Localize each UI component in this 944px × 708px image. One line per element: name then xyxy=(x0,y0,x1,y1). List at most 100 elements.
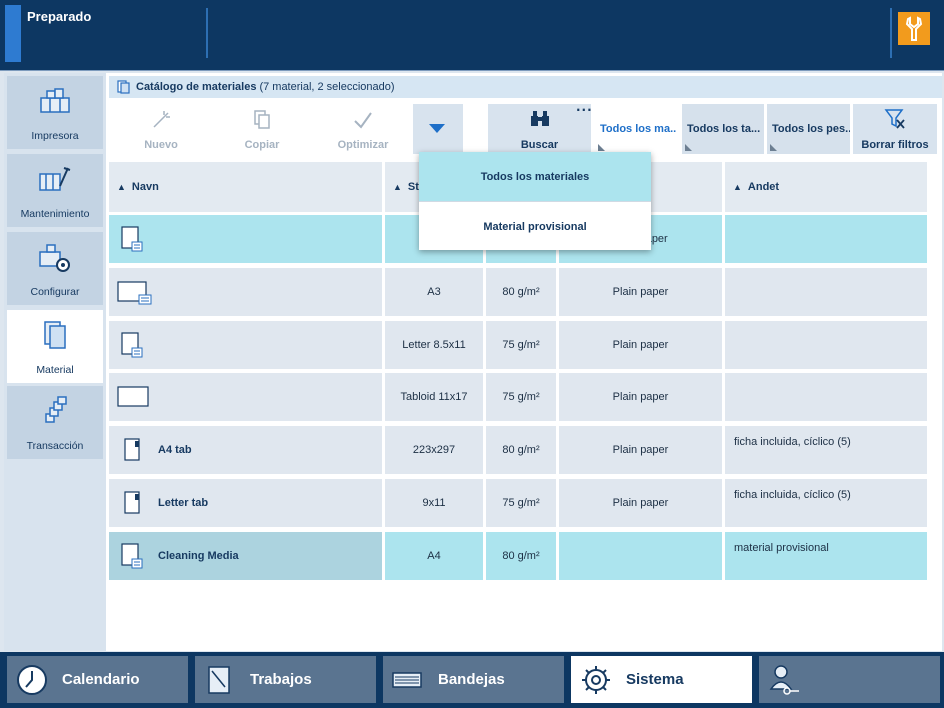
nav-trabajos[interactable]: Trabajos xyxy=(195,656,376,703)
other-cell: ficha incluida, cíclico (5) xyxy=(725,426,927,474)
copy-icon xyxy=(254,110,270,129)
printer-status-text: Preparado xyxy=(27,9,92,24)
material-icon xyxy=(44,321,66,349)
size-cell: A3 xyxy=(385,268,483,316)
chevron-down-icon xyxy=(429,124,445,133)
sidebar-item-mantenimiento[interactable]: Mantenimiento xyxy=(7,154,103,227)
other-cell xyxy=(725,373,927,421)
optimize-icon xyxy=(354,112,372,129)
sort-icon: ▲︎ xyxy=(117,182,126,192)
top-divider xyxy=(890,8,892,58)
material-count: (7 material, 2 seleccionado) xyxy=(259,81,395,93)
filter-tab-label: Todos los pes... xyxy=(772,123,850,135)
type-cell: Plain paper xyxy=(559,479,722,527)
dropdown-option-all-materials[interactable]: Todos los materiales xyxy=(419,152,651,201)
clear-filters-button[interactable]: Borrar filtros xyxy=(853,104,937,154)
optimize-button[interactable]: Optimizar xyxy=(311,103,415,155)
type-cell: Plain paper xyxy=(559,373,722,421)
weight-cell: 80 g/m² xyxy=(486,426,556,474)
name-cell: A4 tab xyxy=(109,426,382,474)
type-cell: Plain paper xyxy=(559,268,722,316)
size-cell: Letter 8.5x11 xyxy=(385,321,483,369)
type-cell: Plain paper xyxy=(559,426,722,474)
maintenance-icon xyxy=(39,167,71,191)
filter-tab-weights[interactable]: Todos los pes... xyxy=(767,104,850,154)
name-cell: Cleaning Media xyxy=(109,532,382,580)
nav-sistema[interactable]: Sistema xyxy=(571,656,752,703)
page-title: Catálogo de materiales xyxy=(136,81,257,93)
name-cell: Letter tab xyxy=(109,479,382,527)
weight-cell: 75 g/m² xyxy=(486,373,556,421)
nav-label: Bandejas xyxy=(438,671,505,688)
filter-tab-materials[interactable]: Todos los ma... xyxy=(595,104,676,154)
tab-media-icon xyxy=(124,491,140,514)
type-cell xyxy=(559,532,722,580)
size-cell: 223x297 xyxy=(385,426,483,474)
filter-tab-label: Todos los ma... xyxy=(600,123,676,135)
filter-corner-marker xyxy=(685,144,692,151)
other-cell: ficha incluida, cíclico (5) xyxy=(725,479,927,527)
sidebar-item-transaccion[interactable]: Transacción xyxy=(7,386,103,459)
user-key-icon xyxy=(769,665,799,695)
sort-icon: ▲︎ xyxy=(393,182,402,192)
clear-filter-icon xyxy=(884,109,905,129)
filter-tab-label: Todos los ta... xyxy=(687,123,761,135)
sidebar-item-label: Impresora xyxy=(31,130,79,142)
portrait-media-icon xyxy=(121,226,143,252)
material-name: A4 tab xyxy=(158,444,192,456)
column-header-other[interactable]: ▲︎ Andet xyxy=(725,162,927,212)
size-cell: 9x11 xyxy=(385,479,483,527)
new-button[interactable]: Nuevo xyxy=(109,103,213,155)
top-divider xyxy=(206,8,208,58)
name-cell xyxy=(109,268,382,316)
gear-icon xyxy=(582,666,610,694)
material-catalog-panel: Catálogo de materiales (7 material, 2 se… xyxy=(106,73,942,651)
wrench-icon xyxy=(905,15,923,41)
dropdown-option-provisional-material[interactable]: Material provisional xyxy=(483,220,587,233)
main-frame: Impresora Mantenimiento Configurar xyxy=(0,70,944,652)
configure-icon xyxy=(39,244,70,272)
column-header-label: Navn xyxy=(131,181,159,193)
filter-tab-sizes[interactable]: Todos los ta... xyxy=(682,104,764,154)
copy-button[interactable]: Copiar xyxy=(210,103,314,155)
nav-bandejas[interactable]: Bandejas xyxy=(383,656,564,703)
landscape-media-icon xyxy=(117,281,152,305)
nav-user-login[interactable] xyxy=(759,656,940,703)
copy-label: Copiar xyxy=(244,139,280,151)
filter-corner-marker xyxy=(770,144,777,151)
binoculars-icon xyxy=(530,111,549,126)
nav-label: Trabajos xyxy=(250,671,312,688)
search-button[interactable]: Buscar xyxy=(488,104,591,154)
nav-label: Calendario xyxy=(62,671,140,688)
service-button[interactable] xyxy=(898,12,930,45)
other-cell xyxy=(725,321,927,369)
sidebar-item-label: Material xyxy=(36,364,74,376)
landscape-media-icon xyxy=(117,386,149,407)
search-label: Buscar xyxy=(520,139,559,151)
sidebar-item-impresora[interactable]: Impresora xyxy=(7,76,103,149)
sidebar: Impresora Mantenimiento Configurar xyxy=(4,73,106,651)
weight-cell: 80 g/m² xyxy=(486,268,556,316)
clear-filters-label: Borrar filtros xyxy=(861,139,929,151)
portrait-media-icon xyxy=(121,332,143,358)
other-cell xyxy=(725,215,927,263)
sidebar-item-material[interactable]: Material xyxy=(7,310,103,383)
status-indicator xyxy=(5,5,21,62)
nav-calendario[interactable]: Calendario xyxy=(7,656,188,703)
nav-label: Sistema xyxy=(626,671,684,688)
sidebar-item-configurar[interactable]: Configurar xyxy=(7,232,103,305)
other-cell: material provisional xyxy=(725,532,927,580)
catalog-icon xyxy=(117,80,130,94)
material-name: Cleaning Media xyxy=(158,550,239,562)
top-status-bar: Preparado xyxy=(0,0,944,70)
column-header-name[interactable]: ▲︎ Navn xyxy=(109,162,382,212)
column-header-label: Andet xyxy=(747,181,780,193)
filter-dropdown-toggle[interactable] xyxy=(413,104,463,154)
new-label: Nuevo xyxy=(144,139,178,151)
portrait-media-icon xyxy=(121,543,143,569)
clock-icon xyxy=(17,665,47,695)
weight-cell: 80 g/m² xyxy=(486,532,556,580)
more-options-dots[interactable]: ... xyxy=(576,100,593,114)
other-cell xyxy=(725,268,927,316)
tab-media-icon xyxy=(124,438,140,461)
